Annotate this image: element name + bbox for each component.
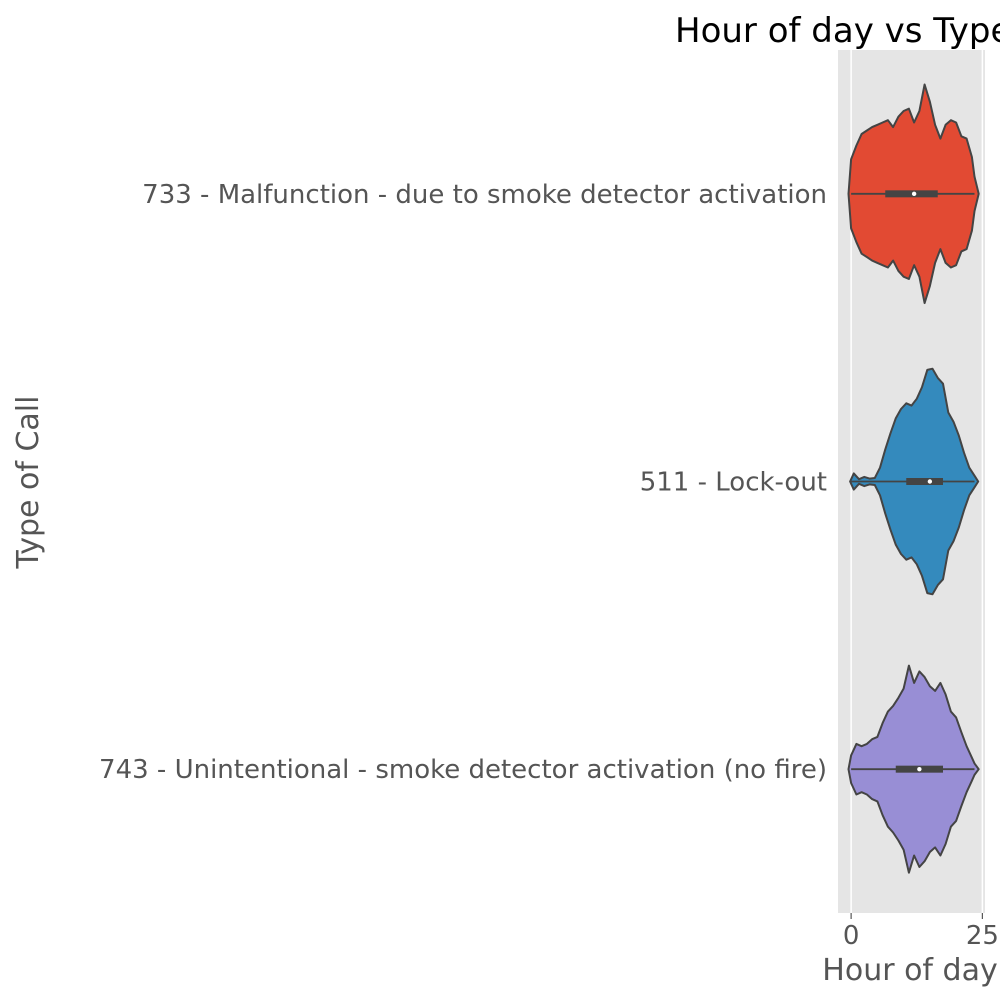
category-labels: 733 - Malfunction - due to smoke detecto… (99, 180, 827, 785)
x-tick-label: 25 (966, 921, 999, 951)
category-label: 743 - Unintentional - smoke detector act… (99, 755, 827, 785)
violin-median (917, 766, 922, 772)
violin-median (927, 479, 933, 484)
chart-title: Hour of day vs Type of Call (675, 11, 1000, 51)
category-label: 511 - Lock-out (640, 468, 827, 498)
violin-layer (847, 83, 980, 874)
violin-iqr-box (906, 478, 943, 485)
x-tick-label: 0 (843, 921, 860, 951)
violin-median (911, 191, 917, 197)
x-axis-title: Hour of day (822, 953, 997, 988)
category-label: 733 - Malfunction - due to smoke detecto… (142, 180, 827, 210)
x-axis-ticks: 0 25 (843, 913, 999, 951)
y-axis-title: Type of Call (11, 396, 46, 570)
violin-iqr-box (885, 190, 938, 198)
